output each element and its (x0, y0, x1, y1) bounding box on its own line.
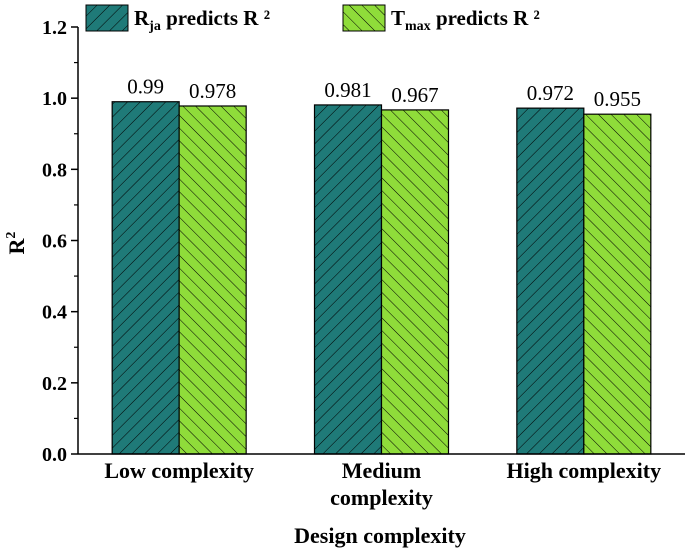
x-tick-label-1-line-1: complexity (330, 485, 433, 510)
data-label-series-0-cat-2: 0.972 (527, 81, 574, 105)
y-tick-label-4: 0.8 (42, 159, 67, 181)
bar-series-0-cat-0 (111, 101, 180, 455)
bar-series-0-cat-2 (516, 107, 585, 455)
legend-swatch-series-1 (342, 4, 386, 32)
y-tick-label-0: 0.0 (42, 444, 67, 466)
y-tick-label-3: 0.6 (42, 231, 67, 253)
x-tick-label-0: Low complexity (104, 458, 254, 483)
data-label-series-1-cat-0: 0.978 (189, 79, 236, 103)
legend-swatch-series-0 (85, 4, 129, 32)
x-tick-label-2: High complexity (507, 458, 662, 483)
legend-label-series-1: Tmax predicts R ² (391, 6, 540, 34)
y-tick-label-2: 0.4 (42, 302, 67, 324)
plot-area: 0.99 0.978 Low complexity 0.981 0.967 Mediumc… (42, 17, 685, 510)
x-axis-title: Design complexity (294, 523, 466, 548)
y-tick-label-6: 1.2 (42, 17, 67, 39)
data-label-series-1-cat-2: 0.955 (594, 87, 641, 111)
legend: Rja predicts R ² Tmax predicts R ² (85, 4, 540, 34)
data-label-series-0-cat-1: 0.981 (324, 78, 371, 102)
y-tick-label-1: 0.2 (42, 373, 67, 395)
y-axis-title: R2 (4, 232, 29, 255)
bar-series-1-cat-2 (583, 113, 652, 455)
legend-label-series-0: Rja predicts R ² (134, 6, 270, 34)
data-label-series-0-cat-0: 0.99 (127, 75, 164, 99)
data-label-series-1-cat-1: 0.967 (391, 83, 438, 107)
bar-series-0-cat-1 (313, 104, 383, 455)
bar-series-1-cat-1 (380, 109, 450, 455)
bar-series-1-cat-0 (178, 105, 247, 455)
y-tick-label-5: 1.0 (42, 88, 67, 110)
x-tick-label-1-line-0: Medium (342, 458, 421, 483)
